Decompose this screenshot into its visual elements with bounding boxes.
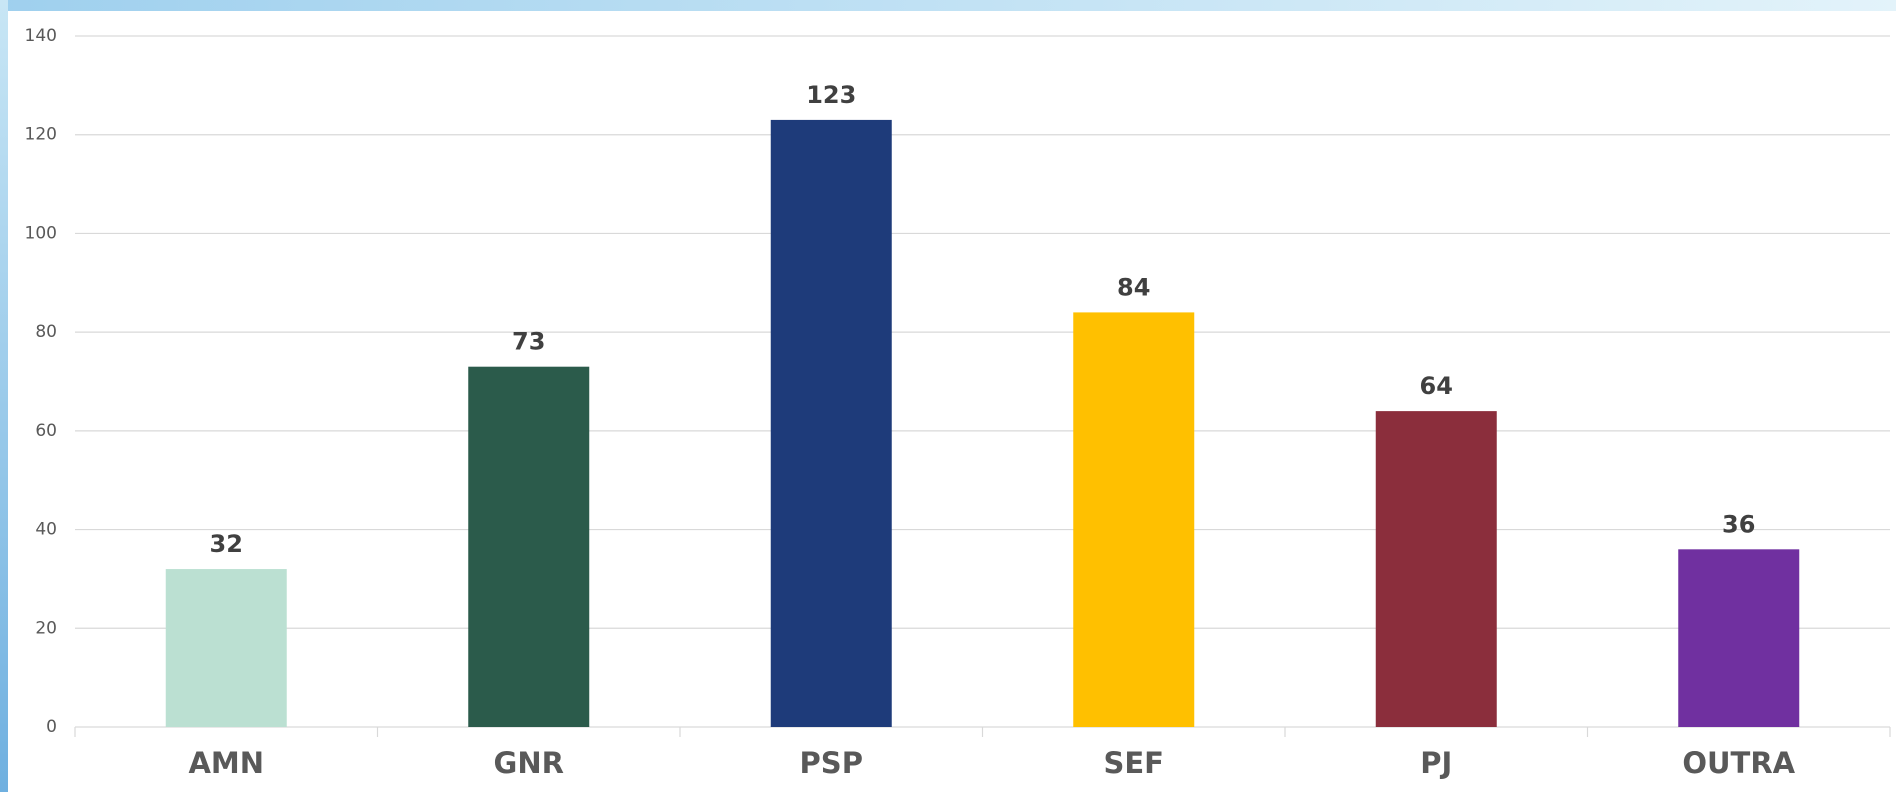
x-tick-label: PSP <box>800 746 863 780</box>
data-label: 36 <box>1722 510 1755 538</box>
y-tick-label: 100 <box>25 223 57 243</box>
bar <box>770 119 892 727</box>
bar <box>1073 312 1195 727</box>
y-tick-label: 80 <box>35 322 57 342</box>
bar <box>165 569 287 727</box>
y-tick-label: 120 <box>25 125 57 145</box>
x-tick-label: PJ <box>1420 746 1452 780</box>
x-tick-label: AMN <box>188 746 264 780</box>
x-tick-label: OUTRA <box>1682 746 1795 780</box>
y-tick-label: 0 <box>46 717 57 737</box>
bar <box>1375 411 1497 727</box>
data-label: 84 <box>1117 273 1150 301</box>
top-border <box>0 0 1896 11</box>
left-border <box>0 0 8 792</box>
data-label: 64 <box>1420 372 1453 400</box>
bar <box>468 366 590 727</box>
data-label: 73 <box>512 328 545 356</box>
y-tick-label: 20 <box>35 618 57 638</box>
data-label: 123 <box>806 81 856 109</box>
bar <box>1678 549 1800 727</box>
y-tick-label: 140 <box>25 26 57 46</box>
y-tick-label: 40 <box>35 520 57 540</box>
y-tick-label: 60 <box>35 421 57 441</box>
data-label: 32 <box>210 530 243 558</box>
x-tick-label: SEF <box>1103 746 1164 780</box>
x-tick-label: GNR <box>494 746 564 780</box>
